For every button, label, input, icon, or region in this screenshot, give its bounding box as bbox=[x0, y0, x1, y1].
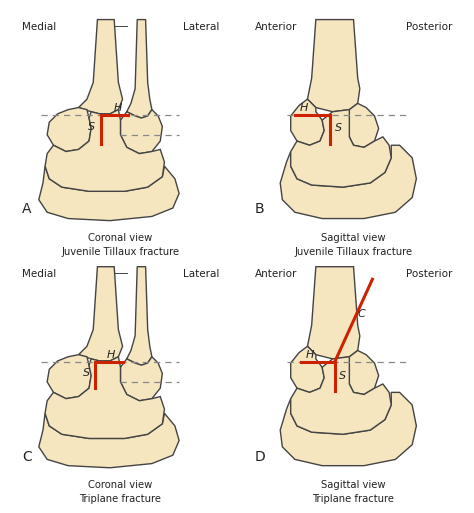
Text: Medial: Medial bbox=[22, 269, 56, 279]
Text: Anterior: Anterior bbox=[255, 22, 298, 32]
Text: Posterior: Posterior bbox=[406, 22, 452, 32]
Polygon shape bbox=[280, 392, 416, 466]
Polygon shape bbox=[45, 357, 164, 439]
Text: Posterior: Posterior bbox=[406, 269, 452, 279]
Text: D: D bbox=[255, 449, 266, 464]
Polygon shape bbox=[349, 103, 379, 147]
Text: A: A bbox=[22, 203, 32, 216]
Polygon shape bbox=[39, 166, 179, 221]
Polygon shape bbox=[291, 357, 391, 435]
Polygon shape bbox=[79, 19, 123, 114]
Text: H: H bbox=[305, 350, 314, 361]
Text: Sagittal view
Triplane fracture: Sagittal view Triplane fracture bbox=[312, 480, 394, 504]
Text: Coronal view
Juvenile Tillaux fracture: Coronal view Juvenile Tillaux fracture bbox=[62, 233, 180, 257]
Text: Medial: Medial bbox=[22, 22, 56, 32]
Polygon shape bbox=[47, 354, 91, 399]
Text: S: S bbox=[335, 123, 342, 132]
Polygon shape bbox=[349, 350, 379, 394]
Text: S: S bbox=[339, 371, 346, 381]
Polygon shape bbox=[79, 267, 123, 361]
Text: C: C bbox=[22, 449, 32, 464]
Text: S: S bbox=[88, 122, 95, 131]
Text: Lateral: Lateral bbox=[182, 269, 219, 279]
Polygon shape bbox=[308, 267, 360, 359]
Text: H: H bbox=[300, 103, 309, 113]
Polygon shape bbox=[39, 413, 179, 468]
Polygon shape bbox=[127, 267, 152, 365]
Text: Anterior: Anterior bbox=[255, 269, 298, 279]
Text: S: S bbox=[83, 368, 90, 378]
Polygon shape bbox=[127, 19, 152, 118]
Polygon shape bbox=[45, 110, 164, 191]
Polygon shape bbox=[120, 110, 163, 153]
Polygon shape bbox=[291, 99, 324, 145]
Polygon shape bbox=[280, 145, 416, 219]
Polygon shape bbox=[47, 108, 91, 151]
Polygon shape bbox=[291, 346, 324, 392]
Polygon shape bbox=[308, 19, 360, 112]
Text: Sagittal view
Juvenile Tillaux fracture: Sagittal view Juvenile Tillaux fracture bbox=[294, 233, 412, 257]
Polygon shape bbox=[291, 110, 391, 187]
Text: B: B bbox=[255, 203, 264, 216]
Text: Lateral: Lateral bbox=[182, 22, 219, 32]
Polygon shape bbox=[120, 357, 163, 401]
Text: H: H bbox=[107, 350, 115, 361]
Text: Coronal view
Triplane fracture: Coronal view Triplane fracture bbox=[80, 480, 162, 504]
Text: C: C bbox=[358, 309, 365, 319]
Text: H: H bbox=[114, 103, 123, 113]
